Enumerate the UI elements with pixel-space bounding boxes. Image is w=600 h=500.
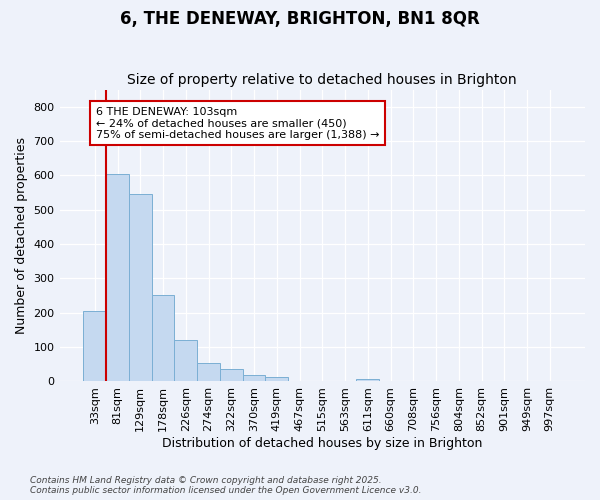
Bar: [197, 362, 220, 382]
Text: Contains HM Land Registry data © Crown copyright and database right 2025.
Contai: Contains HM Land Registry data © Crown c…: [30, 476, 421, 495]
Text: 6, THE DENEWAY, BRIGHTON, BN1 8QR: 6, THE DENEWAY, BRIGHTON, BN1 8QR: [120, 10, 480, 28]
Bar: [175, 340, 197, 382]
Bar: [356, 378, 379, 382]
Title: Size of property relative to detached houses in Brighton: Size of property relative to detached ho…: [127, 73, 517, 87]
Bar: [242, 376, 265, 382]
Bar: [152, 295, 175, 382]
Bar: [106, 174, 129, 382]
Bar: [265, 378, 288, 382]
X-axis label: Distribution of detached houses by size in Brighton: Distribution of detached houses by size …: [162, 437, 482, 450]
Bar: [83, 311, 106, 382]
Bar: [129, 194, 152, 382]
Y-axis label: Number of detached properties: Number of detached properties: [15, 137, 28, 334]
Text: 6 THE DENEWAY: 103sqm
← 24% of detached houses are smaller (450)
75% of semi-det: 6 THE DENEWAY: 103sqm ← 24% of detached …: [96, 106, 379, 140]
Bar: [220, 370, 242, 382]
